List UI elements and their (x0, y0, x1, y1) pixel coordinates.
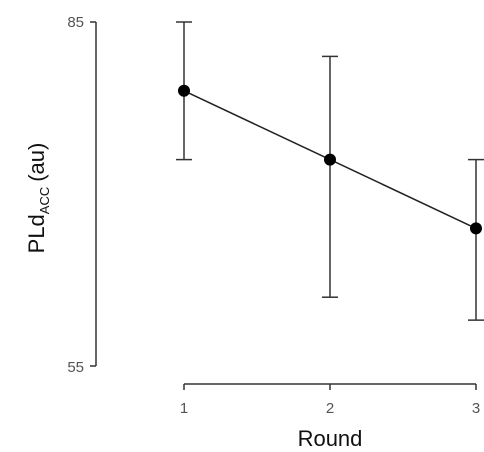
series-marks (176, 21, 484, 321)
x-tick-label-1: 1 (180, 400, 188, 417)
x-axis: 1 2 3 Round (180, 383, 480, 451)
y-axis-title: PLdACC (au) (24, 143, 52, 254)
y-axis-title-main: PLd (24, 214, 49, 253)
data-point-2 (324, 153, 336, 166)
y-tick-label-85: 85 (67, 14, 84, 31)
x-tick-label-2: 2 (326, 400, 334, 417)
data-point-3 (470, 222, 482, 235)
y-axis: 85 55 PLdACC (au) (24, 14, 97, 376)
y-axis-title-subscript: ACC (37, 187, 52, 214)
y-tick-label-55: 55 (67, 359, 84, 376)
x-tick-label-3: 3 (472, 400, 480, 417)
data-point-1 (178, 84, 190, 97)
x-axis-title: Round (298, 426, 363, 451)
y-axis-title-unit: (au) (24, 143, 49, 182)
